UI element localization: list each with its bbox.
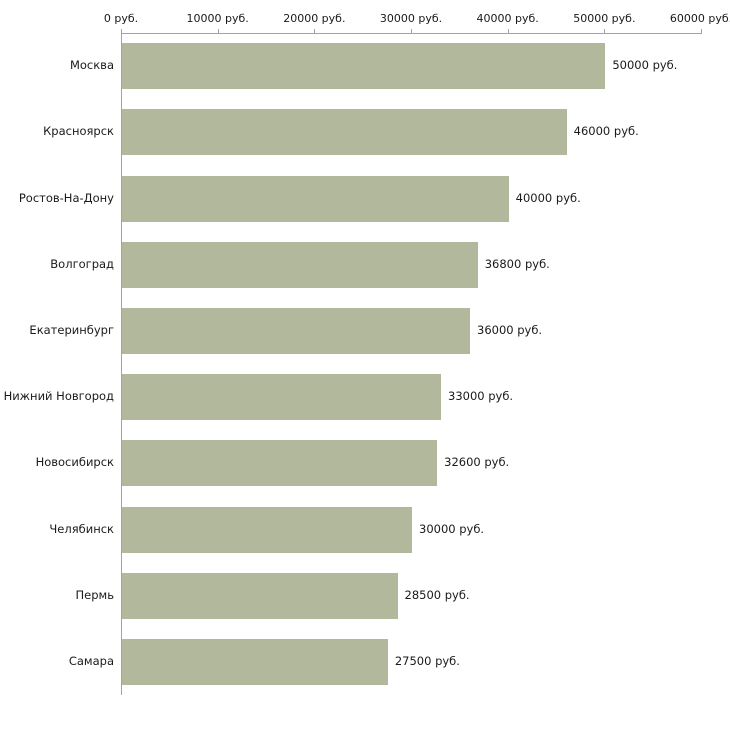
x-tick-label: 60000 руб. (669, 12, 730, 25)
x-tick-label: 20000 руб. (283, 12, 346, 25)
value-label: 27500 руб. (394, 653, 460, 668)
category-label: Пермь (75, 587, 114, 602)
bar (122, 241, 478, 288)
bar (122, 506, 412, 553)
x-tick-label: 40000 руб. (476, 12, 539, 25)
category-label: Ростов-На-Дону (18, 190, 114, 205)
value-label: 50000 руб. (612, 58, 678, 73)
bar (122, 43, 606, 90)
category-label: Москва (69, 58, 114, 73)
x-tick-mark (701, 29, 702, 33)
x-tick-label: 10000 руб. (186, 12, 249, 25)
value-label: 32600 руб. (444, 455, 510, 470)
x-tick-mark (604, 29, 606, 33)
value-label: 28500 руб. (404, 587, 470, 602)
category-label: Нижний Новгород (3, 389, 114, 404)
value-label: 30000 руб. (419, 521, 485, 536)
x-tick-mark (411, 29, 412, 33)
category-label: Волгоград (50, 256, 114, 271)
x-tick-label: 0 руб. (103, 12, 139, 25)
bar (122, 374, 441, 421)
bar (122, 175, 509, 222)
x-tick-mark (507, 29, 509, 33)
bar (122, 109, 567, 156)
value-label: 40000 руб. (515, 190, 581, 205)
x-tick-mark (314, 29, 316, 33)
y-axis-line (121, 33, 122, 695)
category-label: Новосибирск (35, 455, 114, 470)
x-tick-mark (121, 29, 122, 33)
category-label: Екатеринбург (29, 322, 114, 337)
x-tick-label: 50000 руб. (573, 12, 636, 25)
bar (122, 440, 438, 487)
x-tick-mark (217, 29, 219, 33)
bar (122, 638, 388, 685)
value-label: 33000 руб. (448, 389, 514, 404)
category-label: Самара (68, 653, 114, 668)
value-label: 36800 руб. (484, 256, 550, 271)
bar (122, 572, 398, 619)
value-label: 36000 руб. (477, 322, 543, 337)
category-label: Челябинск (49, 521, 114, 536)
value-label: 46000 руб. (573, 124, 639, 139)
bar (122, 307, 470, 354)
x-tick-label: 30000 руб. (379, 12, 443, 25)
category-label: Красноярск (43, 124, 114, 139)
x-axis-line (121, 33, 702, 34)
